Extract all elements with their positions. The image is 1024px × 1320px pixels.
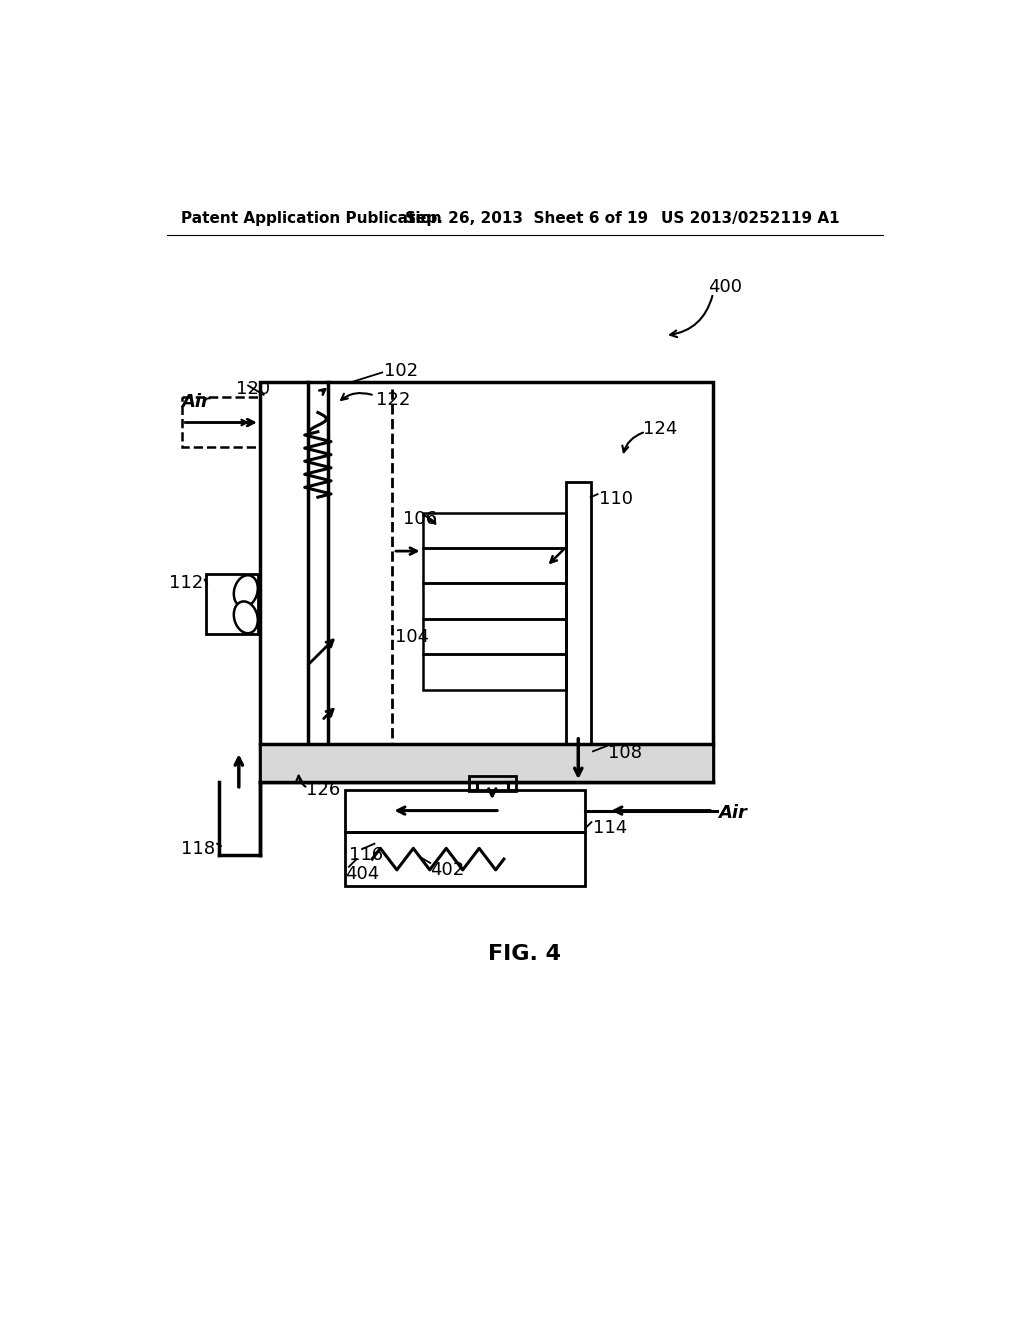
Bar	[206, 574, 258, 635]
FancyArrowPatch shape	[424, 515, 435, 524]
Bar	[260, 743, 713, 781]
Ellipse shape	[233, 576, 258, 607]
Text: 104: 104	[394, 628, 429, 645]
Text: Patent Application Publication: Patent Application Publication	[180, 211, 441, 226]
Text: 118: 118	[181, 840, 216, 858]
Text: 404: 404	[345, 866, 379, 883]
Bar	[423, 619, 566, 655]
Bar	[566, 482, 591, 781]
Text: 116: 116	[349, 846, 383, 865]
Bar	[469, 776, 515, 792]
Text: Air: Air	[180, 393, 210, 412]
Text: 126: 126	[306, 780, 341, 799]
FancyArrowPatch shape	[670, 296, 713, 337]
Bar	[423, 583, 566, 619]
Text: 110: 110	[599, 490, 633, 507]
Bar	[345, 832, 586, 886]
Bar	[423, 655, 566, 689]
Bar	[423, 548, 566, 583]
Text: Sep. 26, 2013  Sheet 6 of 19: Sep. 26, 2013 Sheet 6 of 19	[406, 211, 648, 226]
Bar	[345, 789, 586, 832]
Text: 402: 402	[430, 862, 465, 879]
Text: 120: 120	[237, 380, 270, 399]
Bar	[182, 397, 260, 447]
FancyArrowPatch shape	[296, 776, 305, 787]
Text: 106: 106	[403, 510, 437, 528]
Text: 112: 112	[169, 574, 203, 593]
Text: 122: 122	[376, 391, 411, 409]
Ellipse shape	[233, 602, 258, 634]
Text: 102: 102	[384, 363, 418, 380]
Bar	[423, 512, 566, 548]
Text: FIG. 4: FIG. 4	[488, 944, 561, 964]
Text: 400: 400	[708, 277, 741, 296]
FancyArrowPatch shape	[623, 433, 643, 453]
Bar	[260, 381, 713, 781]
Text: 108: 108	[608, 743, 642, 762]
Text: 114: 114	[593, 818, 628, 837]
Text: Air: Air	[719, 804, 748, 821]
Text: US 2013/0252119 A1: US 2013/0252119 A1	[662, 211, 840, 226]
Text: 124: 124	[643, 420, 678, 438]
FancyArrowPatch shape	[341, 393, 372, 400]
